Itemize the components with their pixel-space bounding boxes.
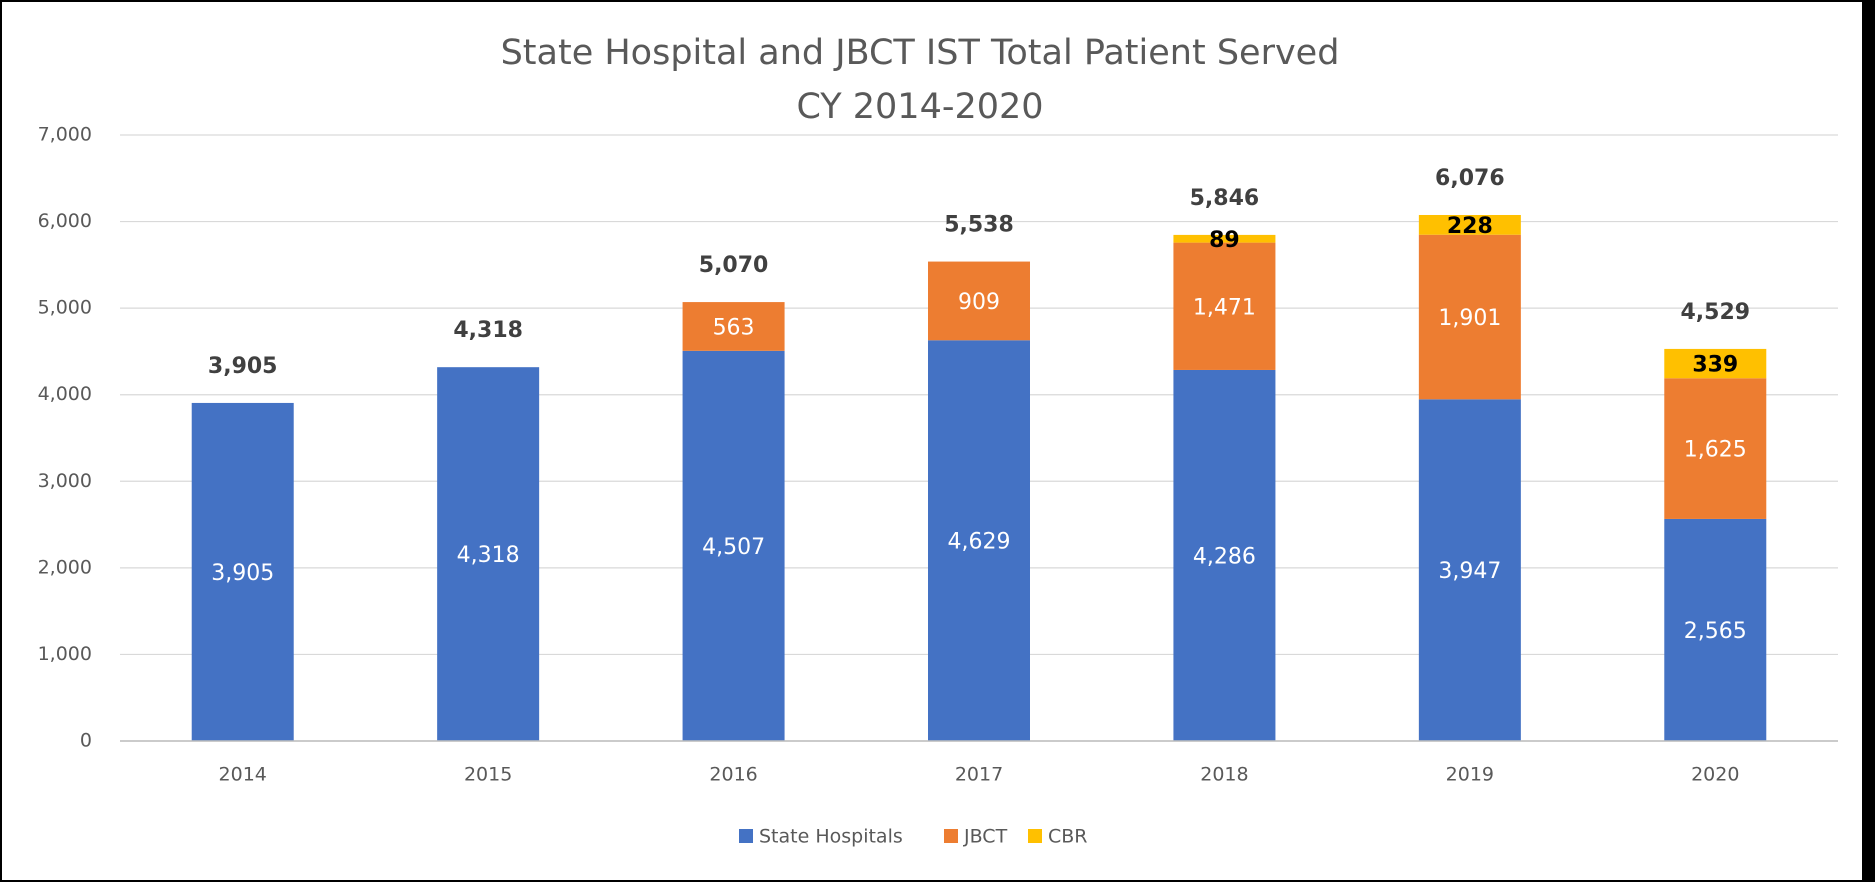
legend-label: JBCT xyxy=(963,826,1008,848)
x-tick-label: 2018 xyxy=(1200,764,1248,786)
x-tick-label: 2015 xyxy=(464,764,512,786)
bar-segment xyxy=(1664,378,1767,519)
chart-title: State Hospital and JBCT IST Total Patien… xyxy=(501,33,1340,73)
x-tick-label: 2017 xyxy=(955,764,1003,786)
bar-segment xyxy=(682,350,785,741)
total-label: 4,529 xyxy=(1680,300,1750,325)
total-label: 4,318 xyxy=(453,318,523,343)
data-label: 909 xyxy=(958,290,1000,315)
data-label: 1,471 xyxy=(1193,295,1256,320)
y-tick-label: 6,000 xyxy=(38,210,92,232)
legend-swatch xyxy=(1028,829,1042,843)
bar-segment xyxy=(1173,234,1276,243)
x-tick-label: 2016 xyxy=(709,764,757,786)
bar-segment xyxy=(1173,242,1276,370)
data-label: 3,905 xyxy=(211,561,274,586)
legend-swatch xyxy=(739,829,753,843)
total-label: 3,905 xyxy=(208,354,278,379)
bar-segment xyxy=(1664,348,1767,379)
y-tick-label: 4,000 xyxy=(38,383,92,405)
bar-segment xyxy=(928,261,1030,341)
y-tick-label: 7,000 xyxy=(38,124,92,146)
y-tick-label: 0 xyxy=(80,730,92,752)
total-label: 6,076 xyxy=(1435,166,1505,191)
data-label: 563 xyxy=(713,315,755,340)
data-label: 1,625 xyxy=(1684,438,1747,463)
data-label: 228 xyxy=(1447,214,1493,239)
y-tick-label: 1,000 xyxy=(38,643,92,665)
bar-segment xyxy=(437,367,540,741)
bar-segment xyxy=(1418,214,1521,235)
data-label: 4,629 xyxy=(948,530,1011,555)
data-label: 3,947 xyxy=(1438,559,1501,584)
x-tick-label: 2014 xyxy=(219,764,267,786)
x-tick-label: 2019 xyxy=(1446,764,1494,786)
bar-segment xyxy=(1418,234,1521,400)
data-label: 339 xyxy=(1692,353,1738,378)
bar-segment xyxy=(928,340,1030,741)
y-tick-label: 3,000 xyxy=(38,470,92,492)
data-label: 2,565 xyxy=(1684,619,1747,644)
bar-segment xyxy=(1664,518,1767,741)
bar-segment xyxy=(682,302,785,351)
chart-subtitle: CY 2014-2020 xyxy=(796,87,1043,127)
y-tick-label: 2,000 xyxy=(38,556,92,578)
bar-segment xyxy=(1418,399,1521,741)
legend-label: State Hospitals xyxy=(759,826,903,848)
legend-label: CBR xyxy=(1048,826,1088,848)
data-label: 4,286 xyxy=(1193,544,1256,569)
x-tick-label: 2020 xyxy=(1691,764,1739,786)
legend-swatch xyxy=(944,829,958,843)
total-label: 5,070 xyxy=(699,253,769,278)
data-label: 4,318 xyxy=(457,543,520,568)
y-tick-label: 5,000 xyxy=(38,297,92,319)
total-label: 5,846 xyxy=(1190,186,1260,211)
bar-segment xyxy=(1173,369,1276,741)
bar-segment xyxy=(191,402,294,741)
total-label: 5,538 xyxy=(944,213,1014,238)
data-label: 1,901 xyxy=(1438,306,1501,331)
data-label: 89 xyxy=(1209,228,1240,253)
data-label: 4,507 xyxy=(702,535,765,560)
